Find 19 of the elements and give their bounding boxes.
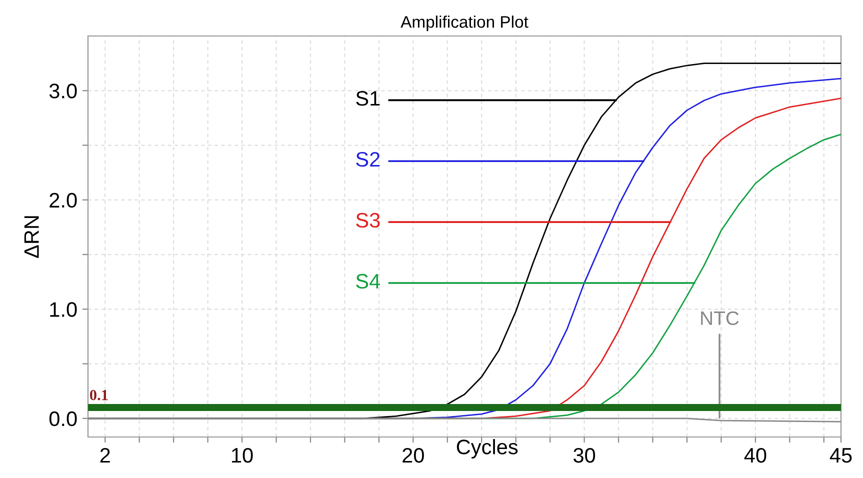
y-tick-label: 1.0 [50,302,77,317]
y-tick-label: 0.0 [49,411,77,426]
y-tick-label: 3.0 [49,84,77,98]
text: S4 [356,274,380,289]
x-axis-title: Cycles [456,439,518,458]
chart-title: Amplification Plot [400,16,528,32]
ref-line-label: 0.1 [90,390,108,400]
x-tick-label: 30 [574,448,596,463]
text: S1 [356,91,380,106]
annotation: NTC [701,311,739,326]
text: S2 [356,152,380,167]
x-tick-label: 10 [232,448,253,463]
text: S3 [356,212,380,228]
x-tick-label: 20 [402,448,424,463]
x-tick-label: 40 [744,448,766,463]
x-tick-label: 45 [830,448,852,463]
y-tick-label: 2.0 [50,192,77,208]
y-axis-title: ΔRN [24,216,39,258]
x-tick-label: 2 [100,448,110,463]
